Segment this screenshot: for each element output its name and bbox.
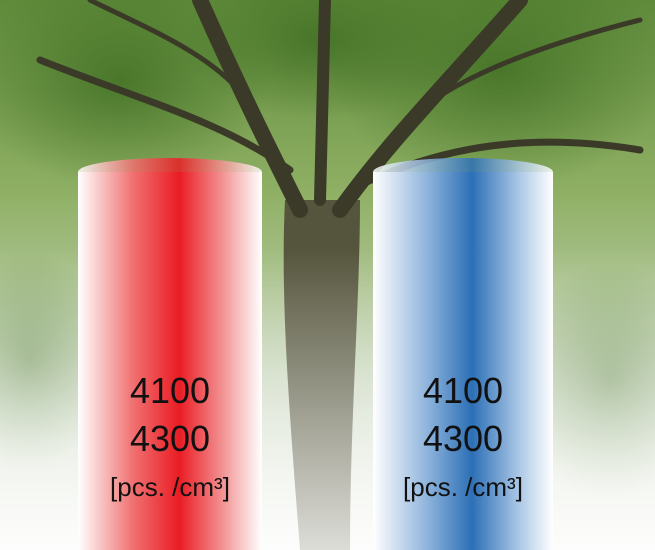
unit-text: [pcs. /cm³] [403,472,523,502]
unit-text: [pcs. /cm³] [110,472,230,502]
red-cylinder [78,158,262,550]
value-text: 4300 [423,418,503,459]
value-text: 4100 [423,370,503,411]
value-text: 4100 [130,370,210,411]
blue-cylinder [373,158,553,550]
value-text: 4300 [130,418,210,459]
